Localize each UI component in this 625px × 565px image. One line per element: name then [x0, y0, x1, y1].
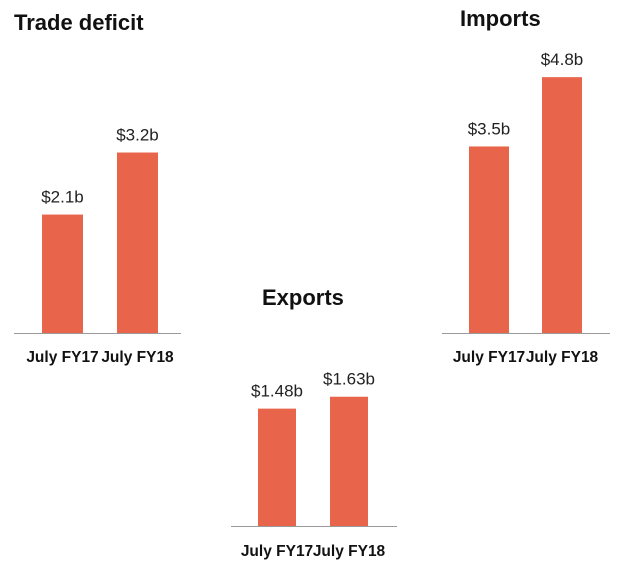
bar	[469, 146, 509, 333]
data-label: $4.8b	[541, 50, 584, 69]
bar	[117, 152, 158, 333]
data-label: $1.63b	[323, 370, 375, 389]
data-label: $3.2b	[116, 126, 159, 145]
chart-title: Imports	[460, 6, 541, 31]
chart-title: Exports	[262, 285, 344, 310]
category-tick-label: July FY18	[313, 543, 386, 560]
data-label: $1.48b	[251, 382, 303, 401]
bar	[42, 214, 83, 333]
category-tick-label: July FY17	[453, 349, 525, 366]
category-tick-label: July FY18	[526, 349, 599, 366]
data-label: $3.5b	[468, 119, 511, 138]
category-tick-label: July FY17	[26, 349, 98, 366]
chart-title: Trade deficit	[14, 10, 144, 35]
bar	[258, 408, 296, 526]
bar	[330, 396, 368, 526]
category-tick-label: July FY17	[241, 543, 313, 560]
trade-deficit-chart: Trade deficit $2.1b July FY17 $3.2b July FY…	[14, 10, 181, 366]
data-label: $2.1b	[41, 188, 84, 207]
category-tick-label: July FY18	[101, 349, 174, 366]
exports-chart: Exports $1.48b July FY17 $1.63b July FY18	[231, 285, 397, 560]
bar	[542, 77, 582, 333]
imports-chart: Imports $3.5b July FY17 $4.8b July FY18	[442, 6, 610, 366]
